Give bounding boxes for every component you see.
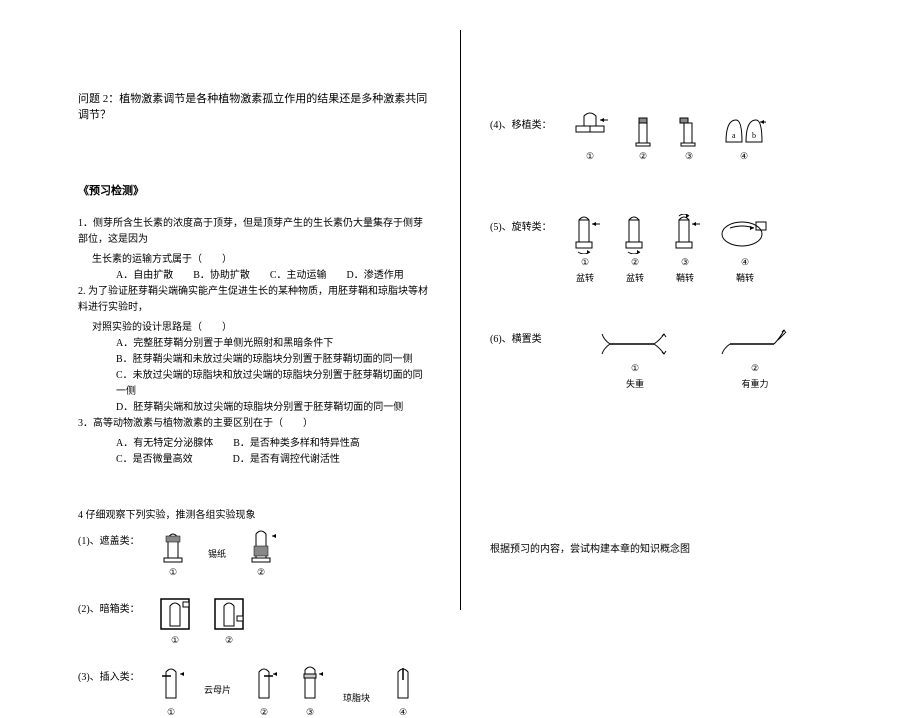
insert-mica-right-icon [251, 664, 277, 704]
diagram-num-1: ① [169, 567, 177, 578]
section-title: 《预习检测》 [78, 182, 430, 198]
mcq-1-stem: 1．侧芽所含生长素的浓度高于顶芽，但是顶芽产生的生长素仍大量集存于侧芽部位，这是… [78, 216, 430, 248]
rotate-pot-light-icon [570, 214, 600, 254]
exp-2-label: (2)、暗箱类： [78, 596, 158, 615]
diagram-num-2d: ② [639, 151, 647, 162]
diagram-num-3e: ③ [681, 257, 689, 268]
exp-row-6: (6)、横置类 ① 失重 [490, 326, 890, 390]
q4-stem: 4 仔细观察下列实验，推测各组实验现象 [78, 508, 430, 524]
transplant-ab-icon: a b [722, 112, 766, 148]
mcq-2-opt-c: C．未放过尖端的琼脂块和放过尖端的琼脂块分别置于胚芽鞘切面的同一侧 [116, 368, 430, 400]
rotate-cap-2: 盆转 [626, 271, 644, 284]
coleoptile-covered-base-icon [246, 528, 276, 564]
exp-3-label: (3)、插入类： [78, 664, 158, 683]
question-2: 问题 2：植物激素调节是各种植物激素孤立作用的结果还是多种激素共同调节？ [78, 90, 430, 122]
exp-row-2: (2)、暗箱类： ① ② [78, 596, 430, 646]
darkbox-hole-top-icon [158, 596, 192, 632]
mcq-2-stem: 2. 为了验证胚芽鞘尖端确实能产生促进生长的某种物质，用胚芽鞘和琼脂块等材料进行… [78, 284, 430, 316]
mcq-2-opt-a: A．完整胚芽鞘分别置于单侧光照射和黑暗条件下 [116, 336, 430, 352]
exp-6-diagrams: ① 失重 ② 有重力 [600, 326, 790, 390]
insert-agar-icon [297, 664, 323, 704]
rotate-pot-dark-icon [620, 214, 650, 254]
exp-6-label: (6)、横置类 [490, 326, 570, 345]
rotate-cap-4: 鞘转 [736, 271, 754, 284]
exp-4-label: (4)、移植类： [490, 112, 570, 131]
mcq-1-stem2: 生长素的运输方式属于（ ） [92, 252, 430, 268]
exp-4-diagrams: ① ② ③ [570, 112, 766, 162]
horizontal-gravity-icon [720, 326, 790, 360]
exp-5-diagrams: ① 盆转 ② 盆转 [570, 214, 770, 284]
diagram-num-4d: ④ [740, 151, 748, 162]
transplant-agar-split-icon [570, 112, 610, 148]
coleoptile-covered-tip-icon [158, 528, 188, 564]
darkbox-hole-bottom-icon [212, 596, 246, 632]
exp-row-4: (4)、移植类： ① [490, 112, 890, 162]
diagram-num-2c: ② [260, 707, 268, 718]
exp-2-diagrams: ① ② [158, 596, 246, 646]
rotate-sheath-light-icon [670, 214, 700, 254]
diagram-num-3c: ③ [306, 707, 314, 718]
exp-row-1: (1)、遮盖类： ① 锡纸 [78, 528, 430, 578]
mcq-2-opt-b: B．胚芽鞘尖端和未放过尖端的琼脂块分别置于胚芽鞘切面的同一侧 [116, 352, 430, 368]
exp-3-diagrams: ① 云母片 ② [158, 664, 416, 718]
diagram-num-2: ② [257, 567, 265, 578]
agar-label: 琼脂块 [343, 694, 370, 718]
exp-5-label: (5)、旋转类： [490, 214, 570, 233]
diagram-num-3d: ③ [685, 151, 693, 162]
rotate-cap-3: 鞘转 [676, 271, 694, 284]
diagram-num-1e: ① [581, 257, 589, 268]
exp-row-5: (5)、旋转类： ① 盆转 [490, 214, 890, 284]
diagram-num-2f: ② [751, 363, 759, 374]
mcq-2-opt-d: D．胚芽鞘尖端和放过尖端的琼脂块分别置于胚芽鞘切面的同一侧 [116, 400, 430, 416]
right-column: (4)、移植类： ① [460, 0, 920, 637]
horiz-cap-1: 失重 [626, 377, 644, 390]
diagram-num-2e: ② [631, 257, 639, 268]
rotate-cap-1: 盆转 [576, 271, 594, 284]
exp-row-3: (3)、插入类： ① 云母片 [78, 664, 430, 718]
foil-label: 锡纸 [208, 547, 226, 578]
transplant-offset-block-icon [676, 112, 702, 148]
exp-1-label: (1)、遮盖类： [78, 528, 158, 547]
mcq-3-opt-ab: A．有无特定分泌腺体 B．是否种类多样和特异性高 [116, 436, 430, 452]
diagram-num-1c: ① [167, 707, 175, 718]
svg-text:b: b [752, 131, 756, 140]
horiz-cap-2: 有重力 [741, 377, 768, 390]
insert-mica-left-icon [158, 664, 184, 704]
mica-label: 云母片 [204, 683, 231, 718]
insert-vertical-icon [390, 664, 416, 704]
left-column: 问题 2：植物激素调节是各种植物激素孤立作用的结果还是多种激素共同调节？ 《预习… [0, 0, 460, 637]
mcq-2-stem2: 对照实验的设计思路是（ ） [92, 320, 430, 336]
horizontal-weightless-icon [600, 326, 670, 360]
diagram-num-1d: ① [586, 151, 594, 162]
concept-map-note: 根据预习的内容，尝试构建本章的知识概念图 [490, 540, 890, 555]
exp-1-diagrams: ① 锡纸 ② [158, 528, 276, 578]
svg-text:a: a [732, 131, 736, 140]
diagram-num-1f: ① [631, 363, 639, 374]
diagram-num-4e: ④ [741, 257, 749, 268]
diagram-num-4c: ④ [399, 707, 407, 718]
rotate-horizontal-icon [720, 214, 770, 254]
transplant-block-on-stump-icon [630, 112, 656, 148]
mcq-3-stem: 3．高等动物激素与植物激素的主要区别在于（ ） [78, 416, 430, 432]
mcq-3-opt-cd: C．是否微量高效 D．是否有调控代谢活性 [116, 452, 430, 468]
mcq-1-options: A．自由扩散 B．协助扩散 C．主动运输 D．渗透作用 [116, 268, 430, 284]
